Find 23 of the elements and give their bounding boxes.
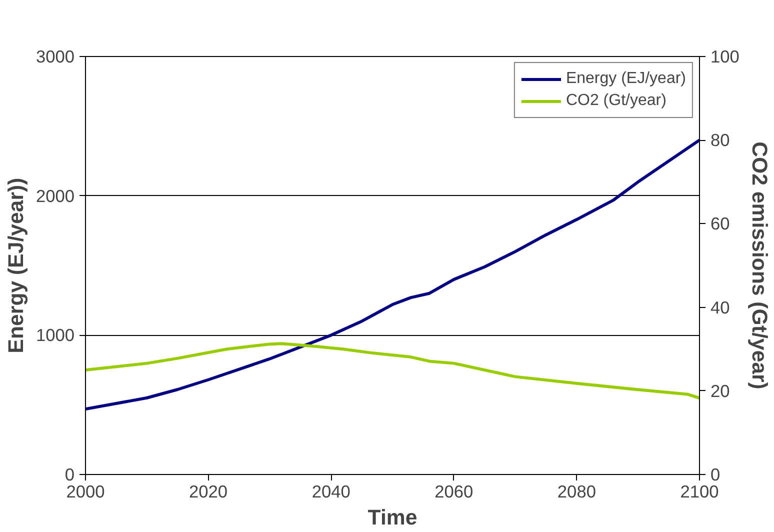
x-tick-label: 2100 (680, 482, 719, 502)
x-tick-label: 2060 (434, 482, 474, 502)
y2-tick-label: 40 (710, 297, 730, 318)
x-tick-label: 2020 (189, 482, 228, 502)
line-series (86, 342, 700, 400)
y-tick-label: 1000 (36, 325, 75, 346)
line-series (86, 138, 700, 411)
y2-tick-label: 20 (710, 380, 730, 401)
y-tick-label: 0 (64, 464, 75, 484)
y-tick-label: 2000 (36, 186, 75, 206)
x-tick-label: 2040 (312, 482, 350, 502)
y2-axis-title: CO2 emissions (Gt/year) (747, 142, 772, 390)
y2-tick-label: 0 (710, 464, 720, 484)
x-axis-title: Time (368, 506, 418, 530)
y2-tick-label: 100 (710, 46, 740, 66)
x-tick-label: 2000 (66, 482, 105, 502)
legend-label: CO2 (Gt/year) (566, 92, 666, 110)
y2-tick-label: 80 (710, 130, 730, 150)
y-tick-label: 3000 (36, 46, 75, 66)
x-tick-label: 2080 (557, 482, 596, 502)
legend-label: Energy (EJ/year) (566, 70, 686, 88)
y-axis-title: Energy (EJ/year)) (4, 178, 28, 354)
y2-tick-label: 60 (710, 214, 730, 234)
